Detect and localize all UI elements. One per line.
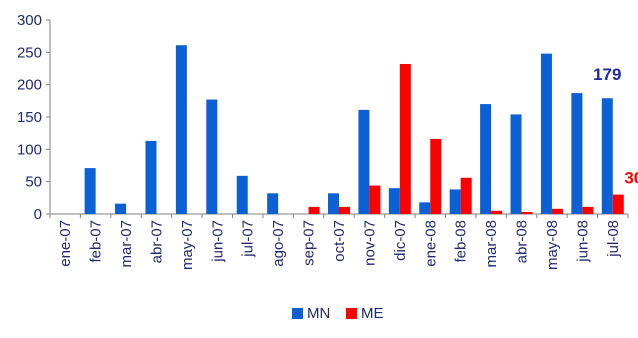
- data-label-mn: 179: [593, 65, 621, 84]
- data-label-me: 30: [624, 169, 638, 188]
- bar-mn-jun-08: [571, 93, 583, 214]
- bar-mn-mar-08: [480, 104, 492, 214]
- bar-mn-jun-07: [206, 99, 218, 214]
- bar-mn-oct-07: [328, 193, 339, 214]
- bar-me-oct-07: [339, 206, 350, 214]
- bar-me-nov-07: [369, 185, 381, 214]
- y-tick-label: 300: [17, 12, 42, 29]
- x-tick-label: jun-08: [574, 220, 591, 263]
- x-tick-label: abr-07: [148, 220, 165, 263]
- y-tick-label: 200: [17, 77, 42, 94]
- x-tick-label: oct-07: [331, 220, 348, 262]
- bar-mn-ago-07: [267, 193, 279, 214]
- bar-me-dic-07: [399, 63, 411, 215]
- y-tick-label: 250: [17, 44, 42, 61]
- y-tick-label: 100: [17, 141, 42, 158]
- bar-me-abr-08: [521, 212, 533, 214]
- x-tick-label: ene-08: [422, 220, 439, 267]
- bar-me-feb-08: [460, 177, 472, 214]
- legend: MN ME: [292, 305, 384, 322]
- axes: [46, 19, 629, 218]
- annotations: 179 30: [593, 65, 638, 187]
- x-tick-label: ene-07: [57, 220, 74, 267]
- bar-mn-abr-08: [510, 114, 522, 214]
- legend-label-me: ME: [361, 305, 384, 322]
- x-tick-label: may-08: [544, 220, 561, 270]
- x-tick-label: nov-07: [361, 220, 378, 266]
- legend-swatch-me: [346, 308, 357, 319]
- y-tick-label: 0: [34, 206, 42, 223]
- bar-mn-may-08: [540, 53, 552, 215]
- x-tick-label: abr-08: [514, 220, 531, 263]
- bar-me-may-08: [551, 208, 563, 214]
- x-tick-label: jul-07: [240, 220, 257, 258]
- x-tick-label: sep-07: [301, 220, 318, 266]
- bar-mn-abr-07: [145, 140, 157, 214]
- bar-mn-dic-07: [388, 188, 400, 214]
- x-tick-label: feb-08: [453, 220, 470, 263]
- x-tick-label: jul-08: [605, 220, 622, 258]
- y-tick-labels: 0 50 100 150 200 250 300: [17, 12, 42, 223]
- x-tick-labels: ene-07 feb-07 mar-07 abr-07 may-07 jun-07 jul-…: [57, 220, 622, 270]
- bar-me-ene-08: [430, 138, 442, 214]
- bar-mn-nov-07: [358, 109, 370, 214]
- bars-group: [84, 45, 624, 215]
- x-tick-label: dic-07: [392, 220, 409, 261]
- y-tick-label: 150: [17, 109, 42, 126]
- bar-mn-ene-08: [419, 202, 431, 214]
- legend-swatch-mn: [292, 308, 303, 319]
- bar-me-sep-07: [308, 206, 320, 214]
- bar-me-mar-08: [491, 210, 503, 214]
- x-tick-label: ago-07: [270, 220, 287, 267]
- x-tick-label: jun-07: [209, 220, 226, 263]
- y-tick-label: 50: [25, 174, 42, 191]
- legend-label-mn: MN: [307, 305, 330, 322]
- bar-mn-feb-08: [449, 189, 461, 214]
- bar-mn-mar-07: [115, 203, 127, 214]
- bar-me-jul-08: [612, 194, 624, 214]
- x-tick-label: may-07: [179, 220, 196, 270]
- bar-mn-may-07: [175, 45, 187, 214]
- bar-me-jun-08: [582, 206, 594, 214]
- x-tick-label: feb-07: [88, 220, 105, 263]
- x-tick-label: mar-07: [118, 220, 135, 268]
- x-tick-label: mar-08: [483, 220, 500, 268]
- bar-mn-jul-07: [236, 175, 248, 214]
- bar-mn-jul-08: [601, 98, 613, 214]
- bar-mn-feb-07: [84, 168, 96, 214]
